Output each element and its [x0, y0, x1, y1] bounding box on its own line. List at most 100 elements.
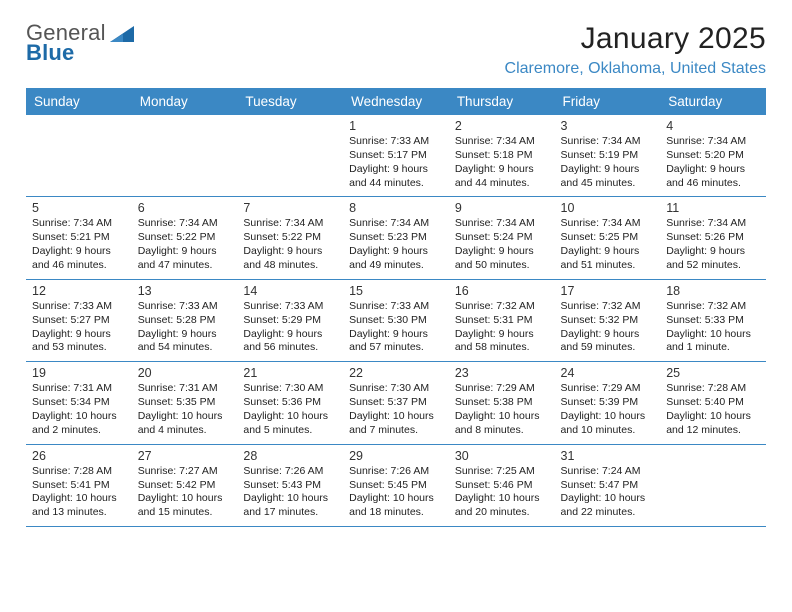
calendar-cell — [660, 444, 766, 527]
day-details: Sunrise: 7:34 AMSunset: 5:20 PMDaylight:… — [666, 135, 760, 190]
day-details: Sunrise: 7:34 AMSunset: 5:24 PMDaylight:… — [455, 217, 549, 272]
day-number: 6 — [138, 201, 232, 215]
location-subtitle: Claremore, Oklahoma, United States — [505, 60, 766, 78]
calendar-cell: 26 Sunrise: 7:28 AMSunset: 5:41 PMDayligh… — [26, 444, 132, 527]
calendar-cell: 1 Sunrise: 7:33 AMSunset: 5:17 PMDaylight… — [343, 115, 449, 196]
brand-logo: General Blue — [26, 22, 136, 64]
day-details: Sunrise: 7:30 AMSunset: 5:37 PMDaylight:… — [349, 382, 443, 437]
calendar-cell: 8 Sunrise: 7:34 AMSunset: 5:23 PMDaylight… — [343, 196, 449, 278]
day-details: Sunrise: 7:28 AMSunset: 5:40 PMDaylight:… — [666, 382, 760, 437]
day-details: Sunrise: 7:34 AMSunset: 5:19 PMDaylight:… — [561, 135, 655, 190]
calendar-cell: 21Sunrise: 7:30 AMSunset: 5:36 PMDayligh… — [237, 361, 343, 443]
day-number: 21 — [243, 366, 337, 380]
brand-triangle-icon — [110, 24, 136, 51]
calendar-cell: 31Sunrise: 7:24 AMSunset: 5:47 PMDayligh… — [555, 444, 661, 527]
calendar-cell — [26, 115, 132, 196]
calendar-cell: 6Sunrise: 7:34 AMSunset: 5:22 PMDaylight… — [132, 196, 238, 278]
day-number: 13 — [138, 284, 232, 298]
day-details: Sunrise: 7:34 AMSunset: 5:25 PMDaylight:… — [561, 217, 655, 272]
calendar-cell: 9 Sunrise: 7:34 AMSunset: 5:24 PMDaylight… — [449, 196, 555, 278]
day-details: Sunrise: 7:32 AMSunset: 5:32 PMDaylight:… — [561, 300, 655, 355]
day-details: Sunrise: 7:31 AMSunset: 5:35 PMDaylight:… — [138, 382, 232, 437]
day-details: Sunrise: 7:34 AMSunset: 5:22 PMDaylight:… — [243, 217, 337, 272]
calendar-row: 1 Sunrise: 7:33 AMSunset: 5:17 PMDaylight… — [26, 115, 766, 196]
day-number: 4 — [666, 119, 760, 133]
calendar-cell: 2Sunrise: 7:34 AMSunset: 5:18 PMDaylight… — [449, 115, 555, 196]
day-number: 29 — [349, 449, 443, 463]
day-details: Sunrise: 7:33 AMSunset: 5:29 PMDaylight:… — [243, 300, 337, 355]
day-details: Sunrise: 7:32 AMSunset: 5:33 PMDaylight:… — [666, 300, 760, 355]
calendar-cell: 13Sunrise: 7:33 AMSunset: 5:28 PMDayligh… — [132, 279, 238, 361]
calendar-page: General Blue January 2025 Claremore, Okl… — [0, 0, 792, 612]
day-details: Sunrise: 7:33 AMSunset: 5:17 PMDaylight:… — [349, 135, 443, 190]
col-header: Saturday — [660, 88, 766, 115]
col-header: Friday — [555, 88, 661, 115]
day-number: 7 — [243, 201, 337, 215]
day-details: Sunrise: 7:27 AMSunset: 5:42 PMDaylight:… — [138, 465, 232, 520]
calendar-cell: 7 Sunrise: 7:34 AMSunset: 5:22 PMDaylight… — [237, 196, 343, 278]
calendar-cell: 10 Sunrise: 7:34 AMSunset: 5:25 PMDayligh… — [555, 196, 661, 278]
calendar-cell — [237, 115, 343, 196]
day-number: 30 — [455, 449, 549, 463]
month-title: January 2025 — [505, 22, 766, 56]
day-number: 23 — [455, 366, 549, 380]
title-block: January 2025 Claremore, Oklahoma, United… — [505, 22, 766, 78]
calendar-row: 19 Sunrise: 7:31 AMSunset: 5:34 PMDayligh… — [26, 361, 766, 443]
calendar-row: 26 Sunrise: 7:28 AMSunset: 5:41 PMDayligh… — [26, 444, 766, 527]
calendar-cell: 4 Sunrise: 7:34 AMSunset: 5:20 PMDaylight… — [660, 115, 766, 196]
calendar-cell: 22 Sunrise: 7:30 AMSunset: 5:37 PMDayligh… — [343, 361, 449, 443]
day-number: 16 — [455, 284, 549, 298]
day-number: 20 — [138, 366, 232, 380]
col-header: Tuesday — [237, 88, 343, 115]
calendar-row: 12Sunrise: 7:33 AMSunset: 5:27 PMDayligh… — [26, 279, 766, 361]
day-details: Sunrise: 7:34 AMSunset: 5:18 PMDaylight:… — [455, 135, 549, 190]
day-number: 18 — [666, 284, 760, 298]
day-number: 25 — [666, 366, 760, 380]
day-number: 9 — [455, 201, 549, 215]
calendar-cell: 28Sunrise: 7:26 AMSunset: 5:43 PMDayligh… — [237, 444, 343, 527]
calendar-cell: 25 Sunrise: 7:28 AMSunset: 5:40 PMDayligh… — [660, 361, 766, 443]
calendar-cell: 3Sunrise: 7:34 AMSunset: 5:19 PMDaylight… — [555, 115, 661, 196]
day-details: Sunrise: 7:26 AMSunset: 5:43 PMDaylight:… — [243, 465, 337, 520]
brand-logo-text: General Blue — [26, 22, 106, 64]
calendar-cell: 15Sunrise: 7:33 AMSunset: 5:30 PMDayligh… — [343, 279, 449, 361]
day-number: 22 — [349, 366, 443, 380]
calendar-row: 5Sunrise: 7:34 AMSunset: 5:21 PMDaylight… — [26, 196, 766, 278]
day-number: 11 — [666, 201, 760, 215]
calendar-cell: 18 Sunrise: 7:32 AMSunset: 5:33 PMDayligh… — [660, 279, 766, 361]
day-details: Sunrise: 7:34 AMSunset: 5:26 PMDaylight:… — [666, 217, 760, 272]
calendar-header-row: Sunday Monday Tuesday Wednesday Thursday… — [26, 88, 766, 115]
brand-name-bottom: Blue — [26, 42, 106, 64]
calendar-cell: 23 Sunrise: 7:29 AMSunset: 5:38 PMDayligh… — [449, 361, 555, 443]
day-details: Sunrise: 7:33 AMSunset: 5:27 PMDaylight:… — [32, 300, 126, 355]
calendar-cell: 14Sunrise: 7:33 AMSunset: 5:29 PMDayligh… — [237, 279, 343, 361]
day-details: Sunrise: 7:31 AMSunset: 5:34 PMDaylight:… — [32, 382, 126, 437]
col-header: Thursday — [449, 88, 555, 115]
day-details: Sunrise: 7:25 AMSunset: 5:46 PMDaylight:… — [455, 465, 549, 520]
col-header: Wednesday — [343, 88, 449, 115]
calendar-cell: 24Sunrise: 7:29 AMSunset: 5:39 PMDayligh… — [555, 361, 661, 443]
day-number: 24 — [561, 366, 655, 380]
calendar-cell: 5Sunrise: 7:34 AMSunset: 5:21 PMDaylight… — [26, 196, 132, 278]
day-details: Sunrise: 7:29 AMSunset: 5:38 PMDaylight:… — [455, 382, 549, 437]
day-number: 17 — [561, 284, 655, 298]
day-number: 19 — [32, 366, 126, 380]
day-number: 8 — [349, 201, 443, 215]
calendar-cell: 29Sunrise: 7:26 AMSunset: 5:45 PMDayligh… — [343, 444, 449, 527]
day-details: Sunrise: 7:33 AMSunset: 5:30 PMDaylight:… — [349, 300, 443, 355]
day-number: 1 — [349, 119, 443, 133]
day-details: Sunrise: 7:32 AMSunset: 5:31 PMDaylight:… — [455, 300, 549, 355]
calendar-cell: 12Sunrise: 7:33 AMSunset: 5:27 PMDayligh… — [26, 279, 132, 361]
day-number: 27 — [138, 449, 232, 463]
day-details: Sunrise: 7:24 AMSunset: 5:47 PMDaylight:… — [561, 465, 655, 520]
day-number: 10 — [561, 201, 655, 215]
day-details: Sunrise: 7:34 AMSunset: 5:23 PMDaylight:… — [349, 217, 443, 272]
day-number: 26 — [32, 449, 126, 463]
calendar-cell: 16 Sunrise: 7:32 AMSunset: 5:31 PMDayligh… — [449, 279, 555, 361]
calendar-cell: 27 Sunrise: 7:27 AMSunset: 5:42 PMDayligh… — [132, 444, 238, 527]
day-details: Sunrise: 7:28 AMSunset: 5:41 PMDaylight:… — [32, 465, 126, 520]
calendar-cell — [132, 115, 238, 196]
calendar-cell: 11 Sunrise: 7:34 AMSunset: 5:26 PMDayligh… — [660, 196, 766, 278]
calendar-table: Sunday Monday Tuesday Wednesday Thursday… — [26, 88, 766, 527]
calendar-cell: 19 Sunrise: 7:31 AMSunset: 5:34 PMDayligh… — [26, 361, 132, 443]
